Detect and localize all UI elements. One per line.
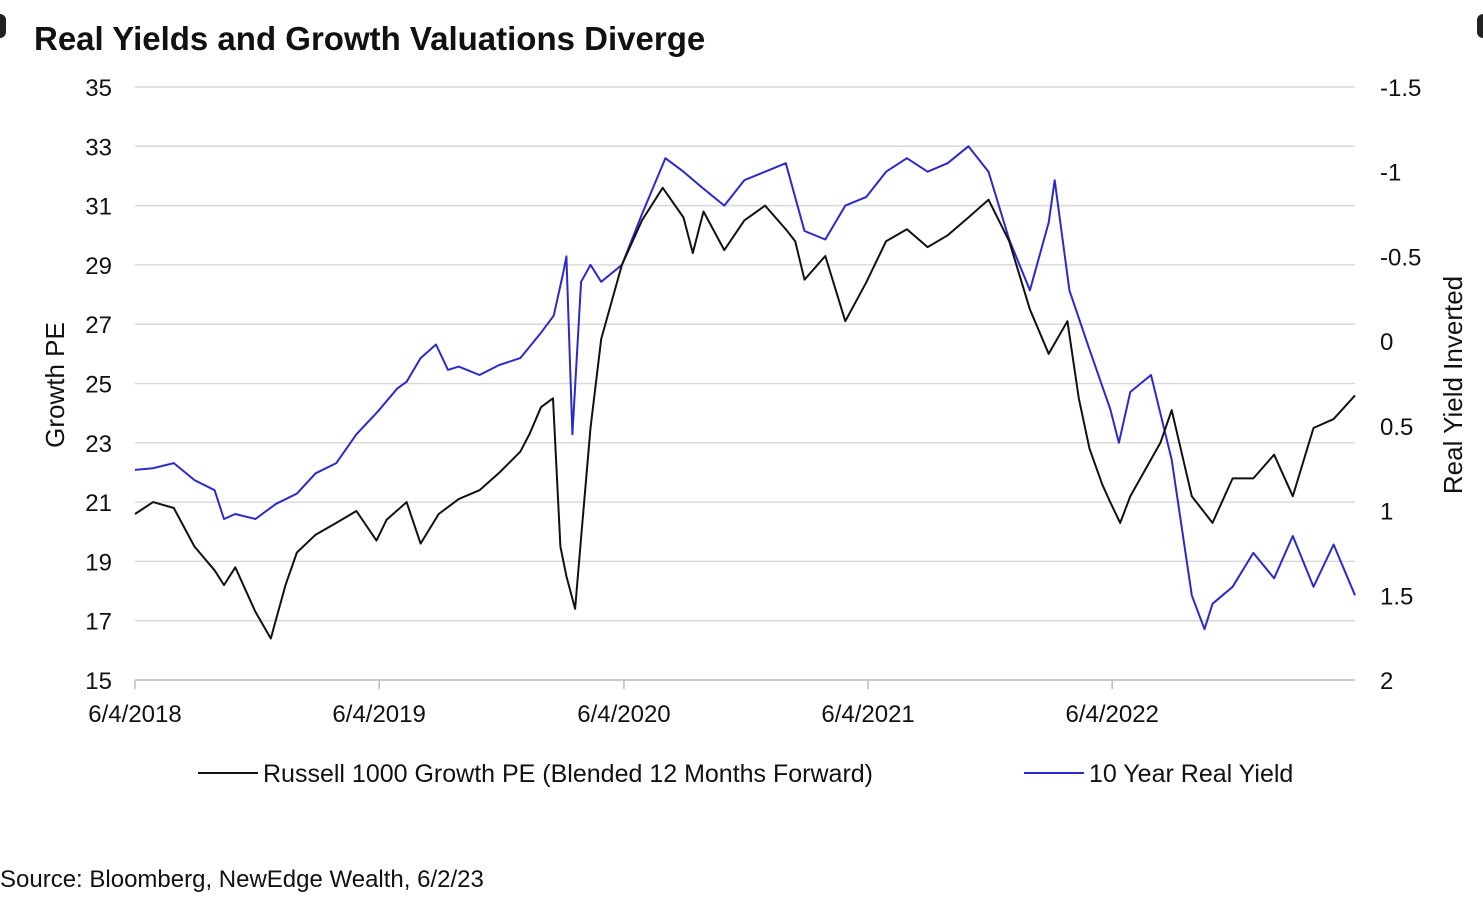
x-axis: 6/4/2018 6/4/2019 6/4/2020 6/4/2021 6/4/2022 bbox=[88, 679, 1355, 728]
right-tick-label: -1 bbox=[1380, 160, 1401, 187]
x-tick-label: 6/4/2018 bbox=[88, 701, 181, 728]
left-tick-label: 15 bbox=[85, 668, 112, 695]
series-layer bbox=[134, 145, 1356, 640]
legend-label-russell-growth-pe: Russell 1000 Growth PE (Blended 12 Month… bbox=[263, 760, 873, 788]
left-tick-label: 21 bbox=[85, 490, 112, 517]
left-tick-label: 27 bbox=[85, 312, 112, 339]
left-tick-label: 31 bbox=[85, 194, 112, 221]
right-tick-label: -1.5 bbox=[1380, 75, 1421, 102]
legend-label-real-yield: 10 Year Real Yield bbox=[1089, 760, 1293, 788]
left-tick-label: 29 bbox=[85, 253, 112, 280]
right-tick-label: 1.5 bbox=[1380, 583, 1413, 610]
left-tick-label: 25 bbox=[85, 372, 112, 399]
right-tick-label: -0.5 bbox=[1380, 244, 1421, 271]
left-tick-label: 35 bbox=[85, 75, 112, 102]
left-tick-label: 17 bbox=[85, 609, 112, 636]
left-axis-tick-labels: 35 33 31 29 27 25 23 21 19 17 15 bbox=[85, 75, 112, 695]
x-tick-label: 6/4/2022 bbox=[1065, 701, 1158, 728]
x-tick-label: 6/4/2020 bbox=[577, 701, 670, 728]
source-note: Source: Bloomberg, NewEdge Wealth, 6/2/2… bbox=[0, 866, 484, 893]
series-line-real-yield bbox=[134, 145, 1356, 631]
right-tick-label: 2 bbox=[1380, 668, 1393, 695]
left-tick-label: 33 bbox=[85, 134, 112, 161]
left-tick-label: 19 bbox=[85, 549, 112, 576]
y-axis-label-right: Real Yield Inverted bbox=[1438, 276, 1468, 494]
series-line-russell-growth-pe bbox=[134, 186, 1356, 640]
edge-marker-right bbox=[1477, 14, 1483, 38]
legend: Russell 1000 Growth PE (Blended 12 Month… bbox=[198, 760, 1293, 788]
right-tick-label: 0 bbox=[1380, 329, 1393, 356]
right-axis-tick-labels: -1.5 -1 -0.5 0 0.5 1 1.5 2 bbox=[1380, 75, 1421, 695]
edge-marker-left bbox=[0, 14, 6, 38]
left-tick-label: 23 bbox=[85, 431, 112, 458]
x-tick-label: 6/4/2019 bbox=[332, 701, 425, 728]
chart-title: Real Yields and Growth Valuations Diverg… bbox=[34, 20, 706, 57]
x-tick-label: 6/4/2021 bbox=[821, 701, 914, 728]
gridlines bbox=[135, 86, 1355, 681]
right-tick-label: 1 bbox=[1380, 499, 1393, 526]
right-tick-label: 0.5 bbox=[1380, 414, 1413, 441]
y-axis-label-left: Growth PE bbox=[40, 322, 70, 448]
